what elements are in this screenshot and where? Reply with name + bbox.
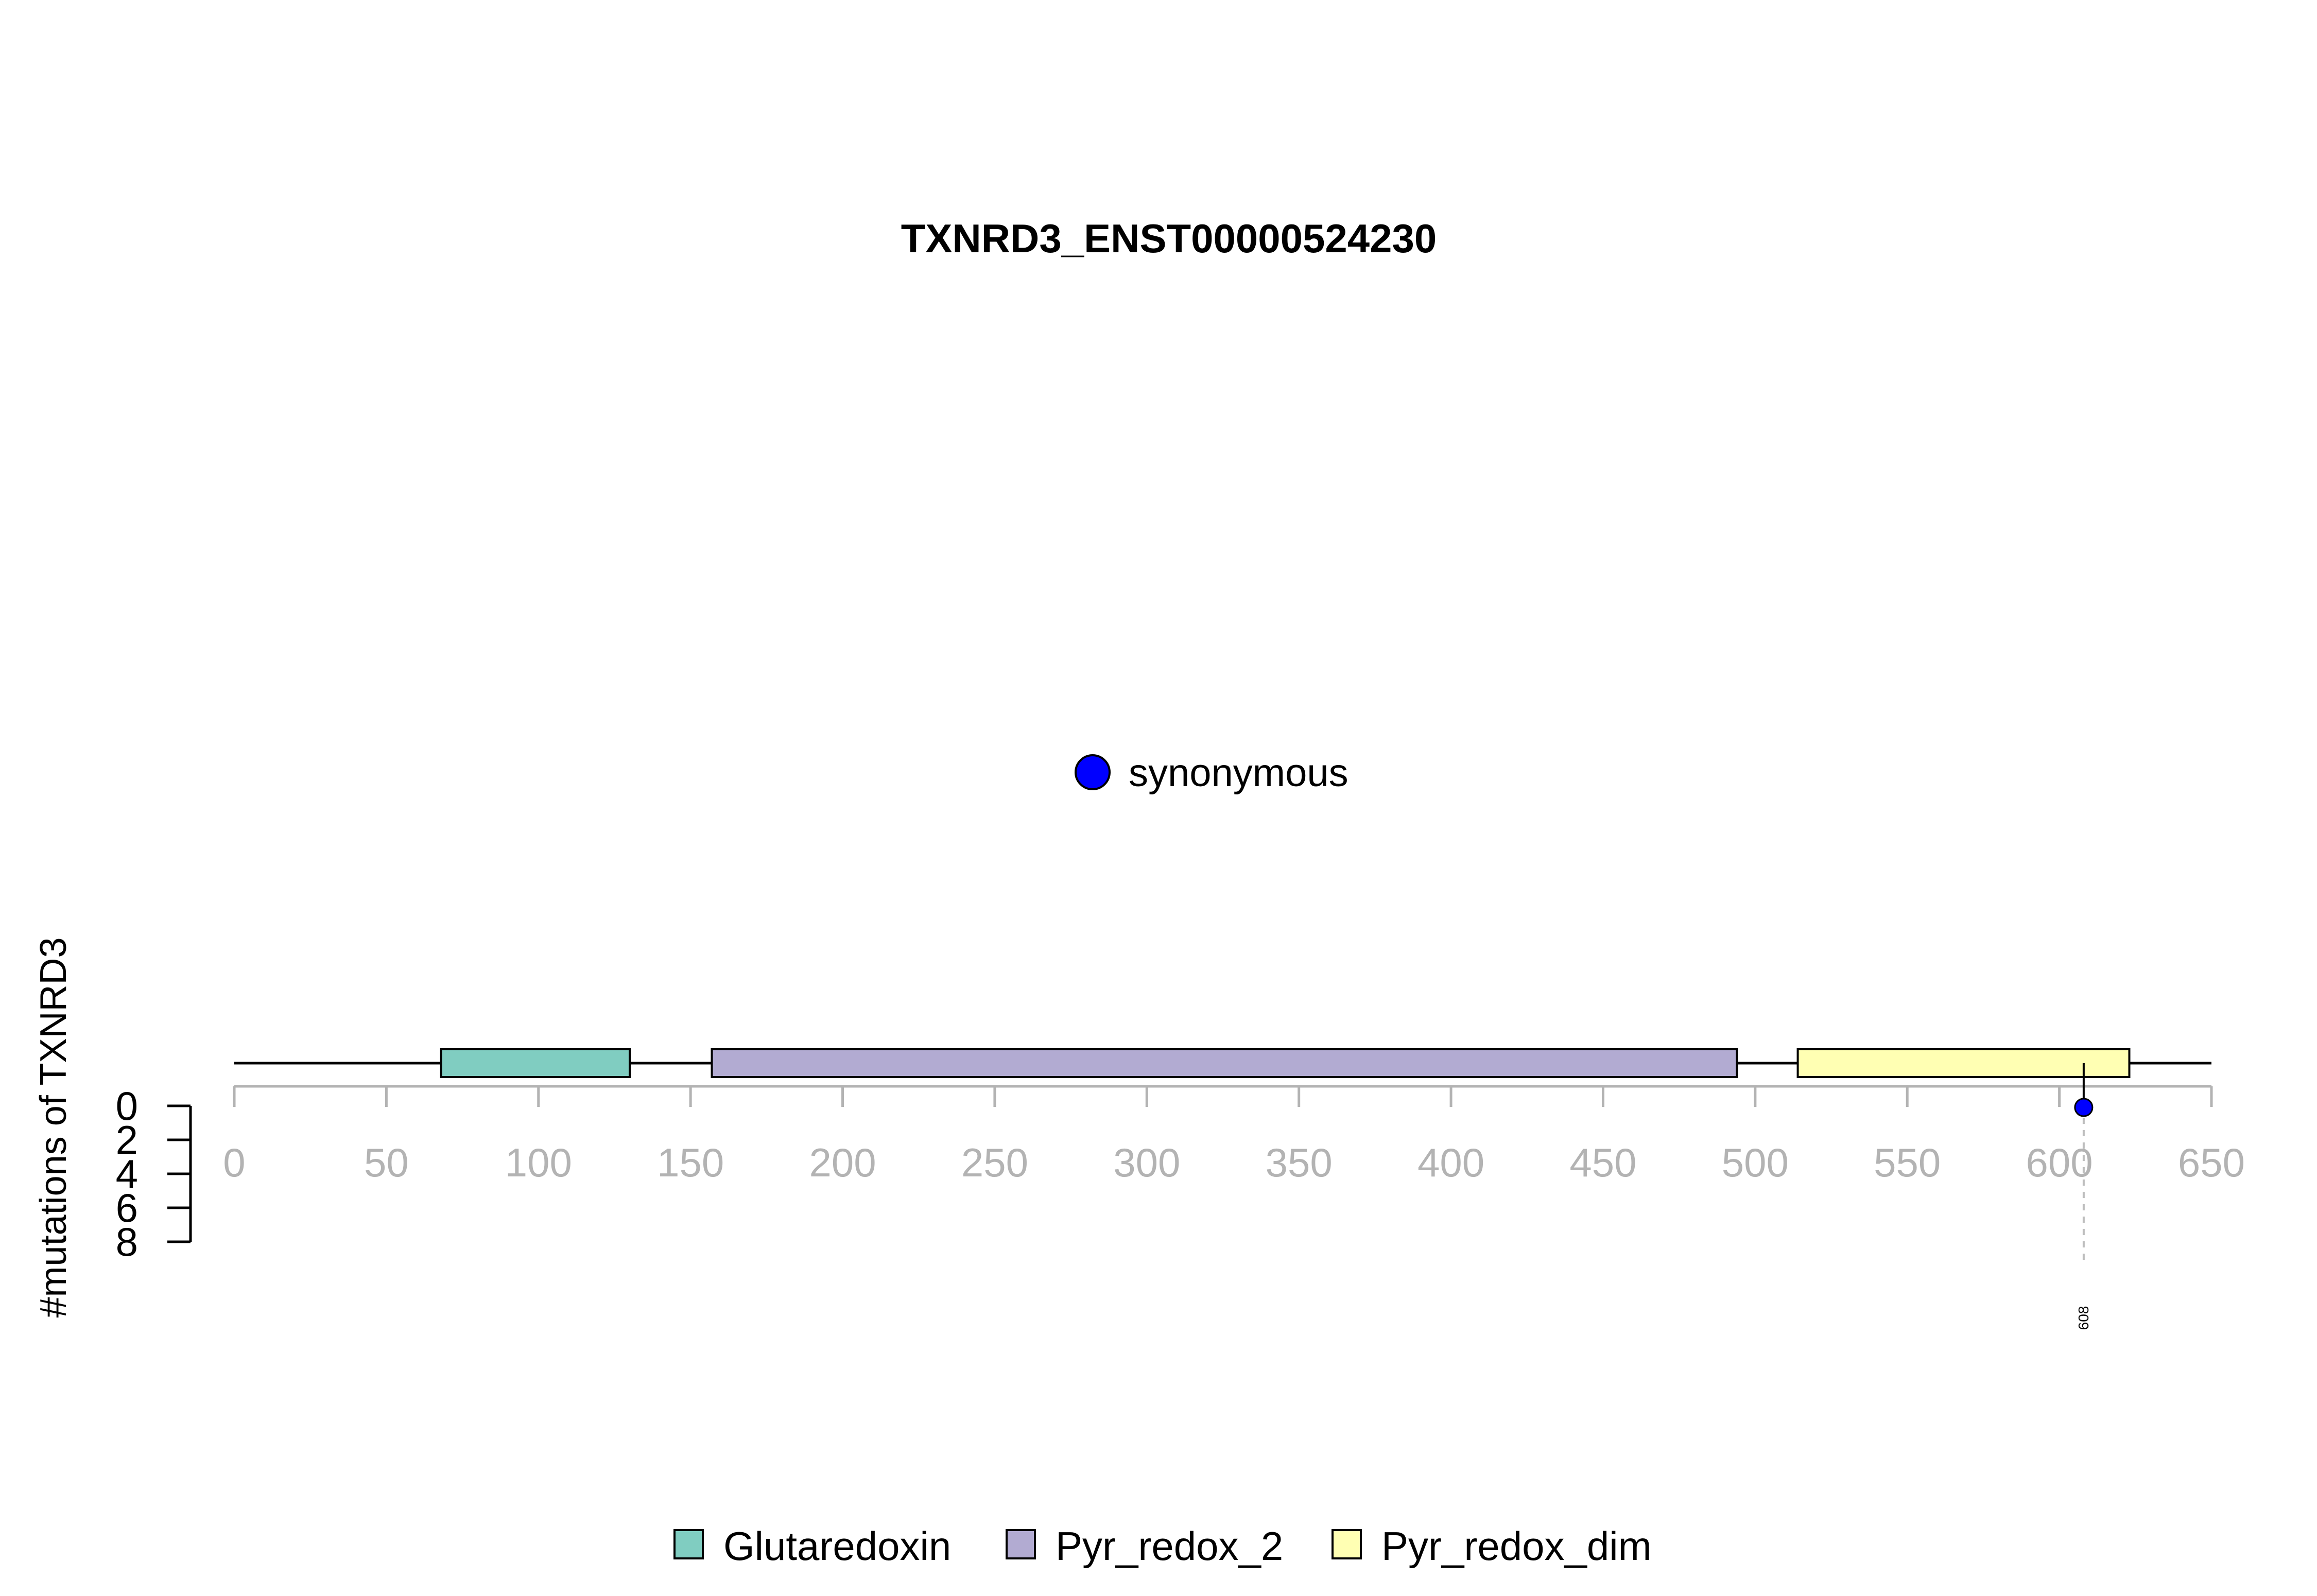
y-tick-label: 2 [116, 1117, 138, 1163]
legend-label-glutaredoxin: Glutaredoxin [723, 1523, 951, 1569]
x-tick-label: 100 [505, 1140, 572, 1185]
domain-legend: Glutaredoxin Pyr_redox_2 Pyr_redox_dim [673, 1523, 1652, 1569]
domain-pyr-redox-2 [711, 1048, 1738, 1078]
x-tick-label: 550 [1874, 1140, 1941, 1185]
x-tick-label: 650 [2178, 1140, 2245, 1185]
y-tick-label: 8 [116, 1219, 138, 1264]
x-tick-label: 450 [1569, 1140, 1636, 1185]
legend-swatch-glutaredoxin [673, 1529, 704, 1559]
legend-label-pyr-redox-2: Pyr_redox_2 [1056, 1523, 1283, 1569]
x-tick-label: 150 [657, 1140, 724, 1185]
mutation-position-label: 608 [2076, 1306, 2091, 1330]
legend-swatch-pyr-redox-2 [1006, 1529, 1036, 1559]
y-tick-label: 6 [116, 1185, 138, 1230]
y-tick-label: 0 [116, 1083, 138, 1129]
x-tick-label: 300 [1113, 1140, 1180, 1185]
y-axis-label: #mutations of TXNRD3 [33, 938, 74, 1318]
x-tick-label: 600 [2026, 1140, 2093, 1185]
x-tick-label: 400 [1417, 1140, 1484, 1185]
x-tick-label: 500 [1722, 1140, 1789, 1185]
legend-label-pyr-redox-dim: Pyr_redox_dim [1381, 1523, 1652, 1569]
x-tick-label: 250 [961, 1140, 1028, 1185]
mutation-point [2074, 1098, 2094, 1117]
x-tick-label: 350 [1266, 1140, 1333, 1185]
domain-glutaredoxin [440, 1048, 631, 1078]
x-tick-label: 0 [223, 1140, 245, 1185]
domain-boxes [440, 1048, 2131, 1078]
y-tick-label: 4 [116, 1151, 138, 1196]
x-tick-label: 50 [364, 1140, 409, 1185]
mutation-type-legend: synonymous [1075, 751, 1348, 795]
x-tick-label: 200 [809, 1140, 876, 1185]
legend-synonymous-label: synonymous [1129, 751, 1348, 795]
x-axis: 0 50 100 150 200 250 300 350 400 450 500 550 600 650 [223, 1085, 2245, 1185]
legend-swatch-pyr-redox-dim [1332, 1529, 1362, 1559]
domain-pyr-redox-dim [1796, 1048, 2131, 1078]
legend-synonymous-marker [1075, 754, 1111, 790]
chart-title: TXNRD3_ENST00000524230 [901, 216, 1437, 261]
mutation-lollipops: 608 [2074, 1063, 2094, 1330]
